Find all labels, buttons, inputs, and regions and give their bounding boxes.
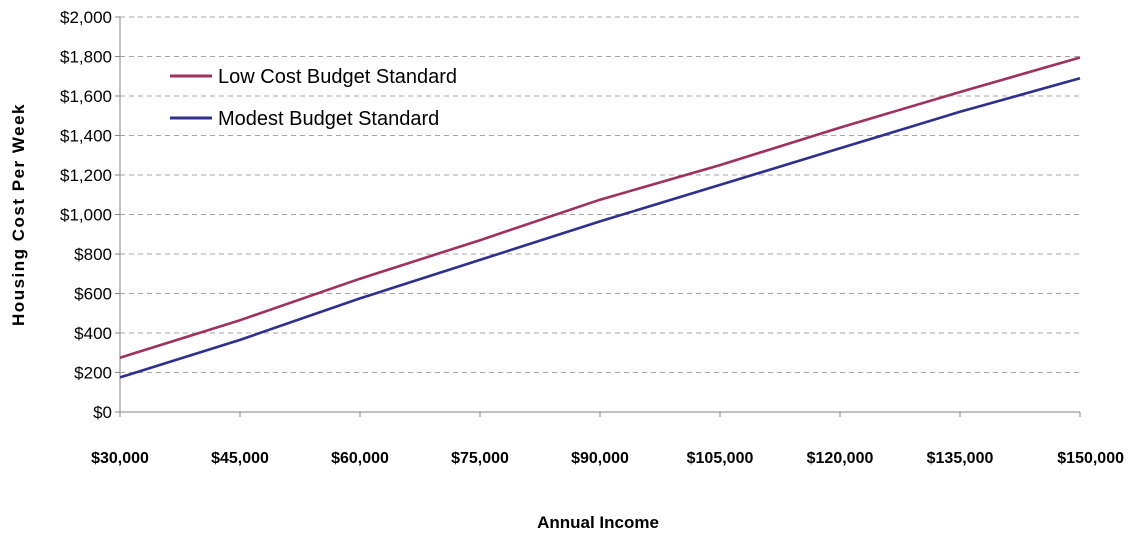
- x-tick-label: $30,000: [91, 450, 149, 467]
- y-tick-label: $0: [93, 403, 112, 422]
- legend: Low Cost Budget Standard Modest Budget S…: [170, 66, 457, 130]
- y-tick-label: $800: [74, 245, 112, 264]
- x-tick-labels: $30,000 $45,000 $60,000 $75,000 $90,000 $105,…: [91, 412, 1124, 467]
- x-tick-label: $120,000: [807, 450, 874, 467]
- y-tick-label: $400: [74, 324, 112, 343]
- y-tick-label: $1,600: [60, 87, 112, 106]
- x-tick-label: $150,000: [1057, 450, 1124, 467]
- y-axis-title: Housing Cost Per Week: [9, 103, 28, 326]
- series-lines: [119, 56, 1081, 379]
- x-tick-label: $90,000: [571, 450, 629, 467]
- x-tick-label: $75,000: [451, 450, 509, 467]
- y-tick-label: $1,200: [60, 166, 112, 185]
- legend-label-low-cost: Low Cost Budget Standard: [218, 66, 457, 88]
- x-axis-title: Annual Income: [537, 513, 659, 532]
- x-tick-label: $45,000: [211, 450, 269, 467]
- x-tick-label: $105,000: [687, 450, 754, 467]
- gridlines: [120, 16, 1080, 373]
- y-tick-label: $2,000: [60, 8, 112, 27]
- y-tick-label: $1,000: [60, 206, 112, 225]
- y-tick-labels: $0 $200 $400 $600 $800 $1,000 $1,200 $1,400 $1,6…: [60, 8, 120, 422]
- y-tick-label: $1,400: [60, 127, 112, 146]
- y-tick-label: $200: [74, 364, 112, 383]
- y-tick-label: $1,800: [60, 48, 112, 67]
- series-line-modest: [119, 76, 1081, 379]
- series-line-low-cost: [119, 56, 1081, 359]
- y-tick-label: $600: [74, 285, 112, 304]
- x-tick-label: $60,000: [331, 450, 389, 467]
- x-tick-label: $135,000: [927, 450, 994, 467]
- legend-label-modest: Modest Budget Standard: [218, 108, 439, 130]
